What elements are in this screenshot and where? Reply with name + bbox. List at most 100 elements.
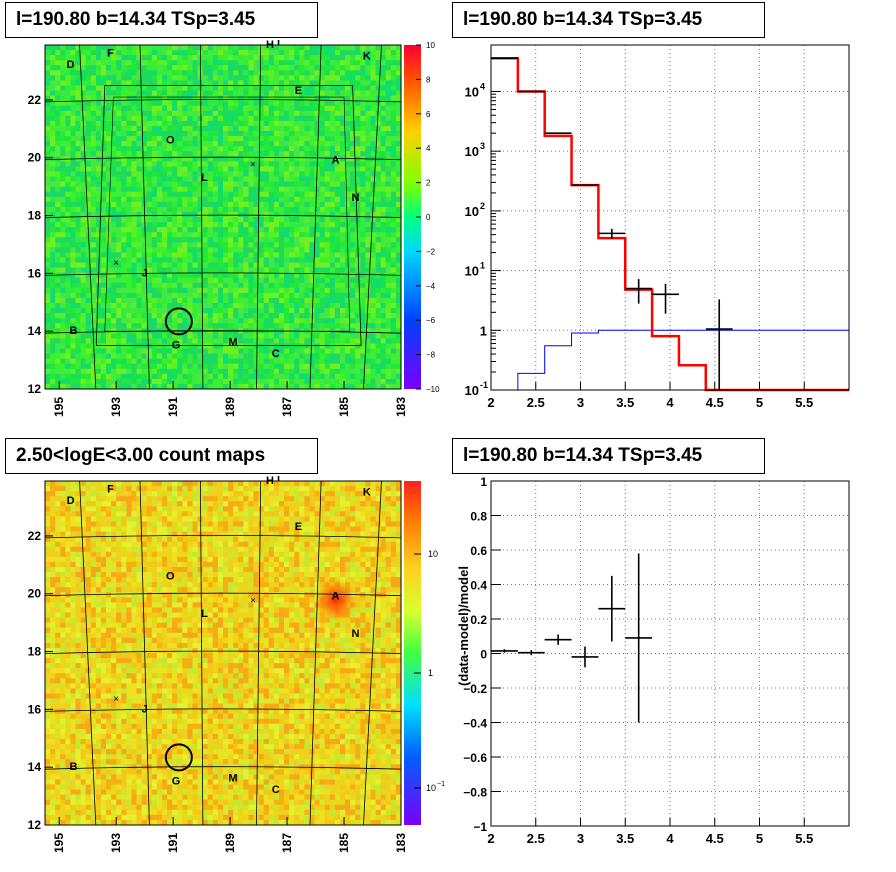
map-pixel bbox=[375, 227, 381, 233]
map-pixel bbox=[228, 303, 234, 309]
map-pixel bbox=[329, 201, 336, 208]
map-pixel bbox=[385, 343, 392, 349]
map-pixel bbox=[385, 222, 392, 228]
map-pixel bbox=[238, 171, 244, 177]
map-pixel bbox=[258, 363, 264, 370]
map-pixel bbox=[141, 272, 147, 278]
map-pixel bbox=[182, 247, 188, 253]
map-pixel bbox=[50, 607, 56, 613]
map-pixel bbox=[192, 257, 198, 263]
map-pixel bbox=[324, 196, 331, 203]
map-pixel bbox=[126, 247, 132, 253]
map-pixel bbox=[65, 75, 71, 81]
map-pixel bbox=[60, 368, 66, 375]
map-pixel bbox=[151, 166, 158, 172]
map-pixel bbox=[50, 779, 56, 785]
map-pixel bbox=[243, 136, 249, 142]
map-pixel bbox=[294, 348, 300, 354]
map-pixel bbox=[141, 181, 147, 187]
map-pixel bbox=[95, 146, 102, 152]
map-pixel bbox=[45, 181, 51, 187]
map-pixel bbox=[55, 171, 61, 177]
map-pixel bbox=[284, 333, 290, 339]
map-pixel bbox=[55, 511, 61, 517]
map-pixel bbox=[390, 176, 397, 182]
map-pixel bbox=[151, 115, 158, 122]
map-pixel bbox=[50, 789, 56, 795]
map-pixel bbox=[207, 105, 214, 112]
map-pixel bbox=[334, 343, 341, 349]
map-pixel bbox=[172, 131, 178, 137]
map-pixel bbox=[375, 120, 381, 127]
map-pixel bbox=[121, 373, 127, 380]
map-pixel bbox=[309, 141, 315, 147]
map-pixel bbox=[390, 211, 397, 218]
map-pixel bbox=[253, 237, 259, 243]
map-pixel bbox=[212, 232, 219, 238]
map-pixel bbox=[375, 378, 381, 385]
map-pixel bbox=[111, 303, 117, 309]
map-pixel bbox=[131, 222, 137, 228]
map-pixel bbox=[106, 181, 112, 187]
map-pixel bbox=[55, 141, 61, 147]
map-pixel bbox=[233, 75, 239, 81]
map-pixel bbox=[385, 60, 392, 66]
map-pixel bbox=[182, 358, 188, 364]
map-pixel bbox=[360, 115, 366, 122]
map-pixel bbox=[284, 252, 290, 258]
map-pixel bbox=[390, 373, 397, 380]
map-pixel bbox=[187, 85, 193, 91]
map-pixel bbox=[100, 85, 107, 91]
map-pixel bbox=[212, 146, 219, 152]
map-pixel bbox=[314, 348, 320, 354]
map-pixel bbox=[182, 378, 188, 385]
map-pixel bbox=[136, 80, 142, 86]
map-pixel bbox=[284, 181, 290, 187]
map-pixel bbox=[167, 222, 173, 228]
map-pixel bbox=[233, 358, 239, 364]
map-pixel bbox=[146, 287, 153, 294]
map-pixel bbox=[334, 303, 341, 309]
map-pixel bbox=[340, 237, 346, 243]
map-pixel bbox=[299, 348, 305, 354]
map-pixel bbox=[192, 85, 198, 91]
map-pixel bbox=[121, 70, 127, 76]
map-pixel bbox=[329, 125, 336, 132]
map-pixel bbox=[253, 80, 259, 86]
map-pixel bbox=[187, 338, 193, 344]
map-pixel bbox=[395, 171, 402, 177]
map-pixel bbox=[370, 257, 376, 263]
map-pixel bbox=[340, 181, 346, 187]
map-pixel bbox=[248, 65, 254, 71]
map-pixel bbox=[187, 303, 193, 309]
map-pixel bbox=[340, 373, 346, 380]
map-pixel bbox=[162, 318, 168, 324]
map-pixel bbox=[360, 206, 366, 213]
map-pixel bbox=[111, 75, 117, 81]
map-pixel bbox=[223, 60, 229, 66]
map-pixel bbox=[268, 323, 275, 329]
map-pixel bbox=[228, 80, 234, 86]
map-pixel bbox=[80, 45, 86, 51]
map-pixel bbox=[212, 75, 219, 81]
map-pixel bbox=[390, 257, 397, 263]
map-pixel bbox=[85, 363, 92, 370]
map-pixel bbox=[289, 383, 295, 390]
map-pixel bbox=[197, 313, 203, 319]
map-pixel bbox=[248, 95, 254, 101]
map-pixel bbox=[294, 267, 300, 273]
map-pixel bbox=[50, 769, 56, 775]
map-pixel bbox=[172, 267, 178, 273]
map-pixel bbox=[390, 333, 397, 339]
map-pixel bbox=[172, 277, 178, 284]
map-pixel bbox=[258, 70, 264, 76]
map-pixel bbox=[273, 267, 280, 273]
map-pixel bbox=[223, 85, 229, 91]
map-pixel bbox=[95, 338, 102, 344]
map-pixel bbox=[217, 267, 224, 273]
map-pixel bbox=[156, 297, 163, 304]
map-pixel bbox=[360, 191, 366, 198]
map-pixel bbox=[223, 161, 229, 167]
map-pixel bbox=[345, 100, 351, 106]
map-pixel bbox=[111, 45, 117, 51]
